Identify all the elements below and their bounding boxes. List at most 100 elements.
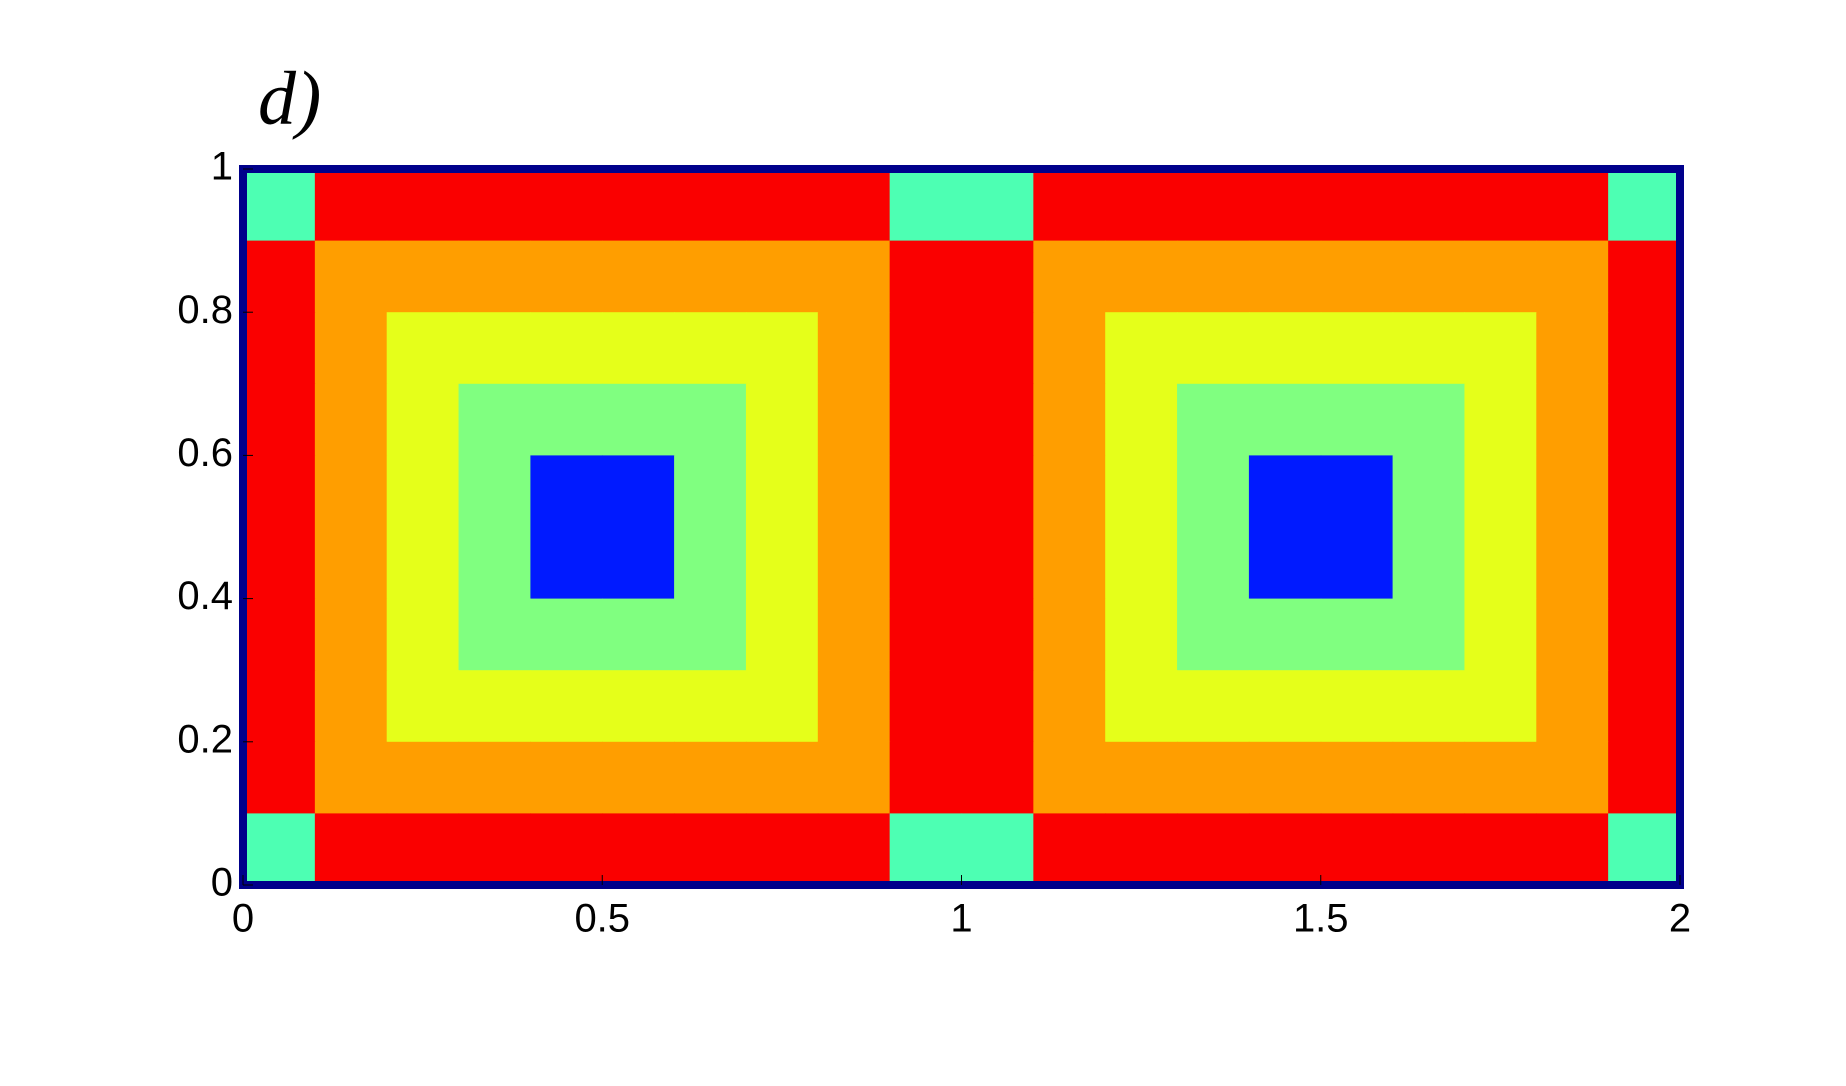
heat-cell [745,741,819,814]
heat-cell [961,312,1034,385]
heat-cell [817,383,891,456]
heat-cell [1105,741,1178,814]
heat-cell [1608,527,1681,600]
heat-cell [458,169,531,242]
heat-cell [1033,383,1106,456]
heat-cell [386,670,460,743]
heat-cell [1033,813,1106,886]
heat-cell [1392,741,1466,814]
heat-cell [1536,670,1609,743]
heat-cell [602,813,675,886]
heat-cell [961,598,1034,671]
heat-cell [1392,670,1466,743]
heat-cell [1392,813,1466,886]
heat-cell [889,383,963,456]
heat-cell [386,455,460,528]
y-tick-label: 1 [211,145,233,189]
heat-cell [1536,813,1609,886]
heat-cell [961,383,1034,456]
heat-cell [1177,240,1250,313]
y-tick-label: 0.2 [177,717,233,761]
heat-cell [889,527,963,600]
x-tick-label: 0 [232,897,254,941]
heat-cell [243,598,316,671]
heat-cell [602,169,675,242]
heat-cell [1105,169,1178,242]
heat-cell [458,813,531,886]
heat-cell [243,240,316,313]
heat-cell [745,813,819,886]
heat-cell [314,741,388,814]
heat-cell [243,312,316,385]
heat-cell [243,455,316,528]
heat-cell [243,169,316,242]
heat-cell [674,670,747,743]
heat-cell [817,598,891,671]
heat-cell [1536,169,1609,242]
heat-cell [243,741,316,814]
heat-cell [1392,598,1466,671]
heat-cell [1320,527,1394,600]
heat-cell [889,813,963,886]
heat-cell [889,670,963,743]
heat-cell [889,240,963,313]
heat-cell [1392,240,1466,313]
heat-cell [1248,169,1322,242]
heat-cell [602,240,675,313]
heat-cell [530,527,603,600]
chart-title: d) [258,56,321,140]
heat-cell [1464,312,1537,385]
heat-cell [1105,455,1178,528]
heat-cell [1248,383,1322,456]
heat-cell [314,383,388,456]
heat-cell [458,455,531,528]
heat-cell [1033,670,1106,743]
heat-cell [1177,169,1250,242]
heat-cell [961,670,1034,743]
heat-cell [1033,455,1106,528]
heat-cell [1105,312,1178,385]
heat-cell [530,383,603,456]
heat-cell [1177,670,1250,743]
heat-cell [1536,741,1609,814]
heat-cell [961,527,1034,600]
x-tick-label: 1 [950,897,972,941]
heat-cell [386,813,460,886]
heat-cell [1392,312,1466,385]
heat-cell [1033,240,1106,313]
heat-cell [889,598,963,671]
heat-cell [1392,455,1466,528]
heat-cell [1033,169,1106,242]
heat-cell [1177,598,1250,671]
heat-cell [745,312,819,385]
heat-cell [458,383,531,456]
heat-cell [1033,598,1106,671]
heat-cell [745,527,819,600]
heat-cell [817,169,891,242]
heat-cell [745,455,819,528]
heat-cell [674,813,747,886]
heat-cell [1608,383,1681,456]
heat-cell [1608,312,1681,385]
heat-cell [1177,527,1250,600]
heat-cell [889,169,963,242]
heat-cell [1464,383,1537,456]
heat-cell [1392,169,1466,242]
heat-cell [314,312,388,385]
heat-cell [1608,169,1681,242]
heat-cell [602,383,675,456]
y-tick-label: 0.6 [177,431,233,475]
heat-cell [1536,455,1609,528]
heat-cell [1248,813,1322,886]
heat-cell [1320,455,1394,528]
heat-cell [602,527,675,600]
heat-cell [1105,383,1178,456]
heat-cell [1177,741,1250,814]
heat-cell [386,527,460,600]
heat-cell [314,598,388,671]
heat-cell [1464,598,1537,671]
y-tick-label: 0.4 [177,574,233,618]
heat-cell [1320,169,1394,242]
heat-cell [1105,527,1178,600]
heat-cell [1392,383,1466,456]
